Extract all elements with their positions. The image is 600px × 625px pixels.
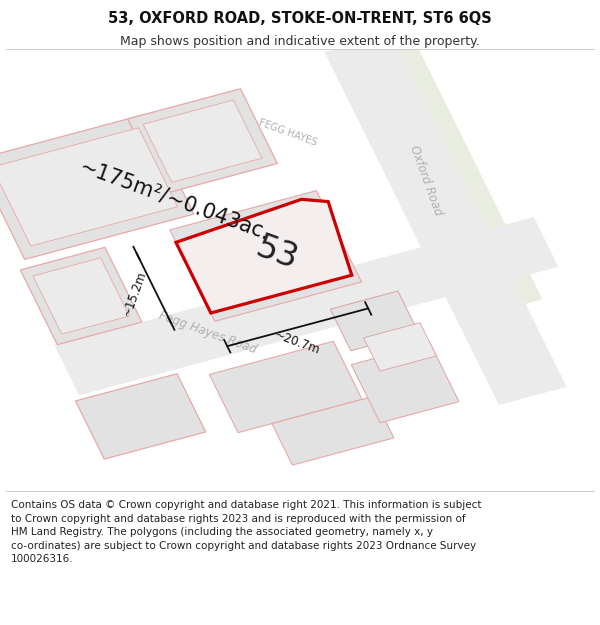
Polygon shape: [352, 344, 459, 422]
Polygon shape: [180, 226, 299, 309]
Text: Map shows position and indicative extent of the property.: Map shows position and indicative extent…: [120, 35, 480, 48]
Polygon shape: [20, 248, 142, 345]
Text: 53, OXFORD ROAD, STOKE-ON-TRENT, ST6 6QS: 53, OXFORD ROAD, STOKE-ON-TRENT, ST6 6QS: [108, 11, 492, 26]
Text: Fegg Hayes Road: Fegg Hayes Road: [157, 309, 259, 356]
Polygon shape: [364, 322, 436, 371]
Polygon shape: [176, 199, 352, 313]
Polygon shape: [170, 191, 362, 321]
Polygon shape: [55, 217, 559, 395]
Polygon shape: [326, 9, 542, 319]
Polygon shape: [143, 100, 262, 182]
Polygon shape: [272, 396, 394, 465]
Text: FEGG HAYES: FEGG HAYES: [257, 118, 318, 148]
Text: Oxford Road: Oxford Road: [407, 143, 445, 217]
Polygon shape: [330, 291, 418, 351]
Text: 53: 53: [251, 230, 302, 276]
Polygon shape: [0, 114, 194, 259]
Polygon shape: [209, 341, 362, 432]
Polygon shape: [33, 258, 130, 334]
Polygon shape: [0, 127, 178, 246]
Polygon shape: [76, 374, 206, 459]
Text: Contains OS data © Crown copyright and database right 2021. This information is : Contains OS data © Crown copyright and d…: [11, 500, 481, 564]
Text: ~175m²/~0.043ac.: ~175m²/~0.043ac.: [77, 157, 272, 244]
Text: ~15.2m: ~15.2m: [120, 269, 148, 318]
Polygon shape: [128, 89, 277, 194]
Text: ~20.7m: ~20.7m: [273, 329, 322, 357]
Polygon shape: [325, 34, 566, 405]
